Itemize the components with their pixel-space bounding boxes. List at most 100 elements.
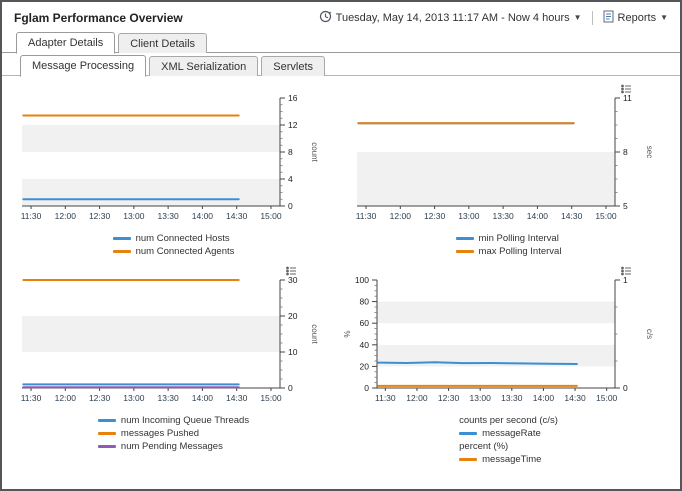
- chart-message-rate-time: 0 1 c/s 0 20 40 60 80 100% 11:30 12:00 12:30 13:00 13…: [343, 266, 674, 466]
- svg-text:12:30: 12:30: [424, 211, 446, 221]
- tab-client-details[interactable]: Client Details: [118, 33, 208, 53]
- svg-text:13:30: 13:30: [157, 211, 179, 221]
- tab-message-processing[interactable]: Message Processing: [20, 55, 147, 77]
- svg-text:13:30: 13:30: [501, 393, 523, 403]
- legend-item: messageTime: [459, 453, 558, 466]
- chart-legend: num Connected Hosts num Connected Agents: [8, 232, 339, 258]
- svg-text:0: 0: [364, 383, 369, 393]
- svg-text:13:30: 13:30: [157, 393, 179, 403]
- svg-text:11: 11: [623, 93, 632, 103]
- clock-icon: [319, 10, 332, 26]
- svg-text:11:30: 11:30: [356, 211, 377, 221]
- chart-options-icon[interactable]: [286, 263, 297, 281]
- header: Fglam Performance Overview Tuesday, May …: [2, 2, 680, 30]
- chart-options-icon[interactable]: [621, 263, 632, 281]
- svg-text:14:30: 14:30: [226, 393, 248, 403]
- time-range-label: Tuesday, May 14, 2013 11:17 AM - Now 4 h…: [335, 12, 570, 24]
- svg-text:13:00: 13:00: [470, 393, 492, 403]
- legend-axis-label: percent (%): [459, 441, 509, 452]
- chevron-down-icon: ▼: [660, 13, 668, 22]
- svg-text:count: count: [310, 324, 319, 344]
- chart-polling-interval: 5 8 11 sec 11:30 12:00 12:30 13:00 13:30 14:00 14:…: [343, 84, 674, 258]
- chart-plot: 0 10 20 30 count 11:30 12:00 12:30 13:00 13:30 14:…: [21, 275, 319, 403]
- svg-text:c/s: c/s: [645, 329, 654, 339]
- svg-text:20: 20: [288, 311, 298, 321]
- svg-text:60: 60: [360, 318, 370, 328]
- tab-xml-serialization[interactable]: XML Serialization: [149, 56, 259, 76]
- svg-text:40: 40: [360, 340, 370, 350]
- chart-options-icon[interactable]: [621, 81, 632, 99]
- svg-text:15:00: 15:00: [260, 211, 282, 221]
- svg-text:12:00: 12:00: [55, 211, 77, 221]
- legend-item: max Polling Interval: [455, 245, 561, 258]
- legend-item: messages Pushed: [97, 427, 249, 440]
- svg-text:%: %: [343, 330, 352, 337]
- svg-text:10: 10: [288, 347, 298, 357]
- svg-text:30: 30: [288, 275, 298, 285]
- svg-text:11:30: 11:30: [21, 211, 42, 221]
- svg-text:100: 100: [355, 275, 369, 285]
- charts-grid: 0 4 8 12 16 count 11:30 12:00 12:30 13:00 13:30 14:…: [2, 76, 680, 466]
- legend-swatch: [97, 419, 116, 422]
- header-controls: Tuesday, May 14, 2013 11:17 AM - Now 4 h…: [317, 9, 670, 27]
- svg-text:12:00: 12:00: [406, 393, 428, 403]
- chart-plot: 0 4 8 12 16 count 11:30 12:00 12:30 13:00 13:30 14:…: [21, 93, 319, 221]
- svg-text:0: 0: [288, 201, 293, 211]
- legend-swatch: [455, 250, 474, 253]
- chevron-down-icon: ▼: [573, 13, 582, 22]
- svg-text:12:00: 12:00: [55, 393, 77, 403]
- time-range-control[interactable]: Tuesday, May 14, 2013 11:17 AM - Now 4 h…: [317, 9, 584, 27]
- legend-swatch: [97, 432, 116, 435]
- svg-text:8: 8: [288, 147, 293, 157]
- legend-item: num Incoming Queue Threads: [97, 414, 249, 427]
- svg-text:4: 4: [288, 174, 293, 184]
- tab-adapter-details[interactable]: Adapter Details: [16, 32, 116, 54]
- svg-text:14:00: 14:00: [192, 211, 214, 221]
- legend-item: min Polling Interval: [455, 232, 562, 245]
- svg-text:13:00: 13:00: [123, 211, 145, 221]
- svg-text:14:30: 14:30: [561, 211, 583, 221]
- page-title: Fglam Performance Overview: [14, 11, 183, 25]
- svg-text:5: 5: [623, 201, 628, 211]
- chart-connected-hosts-agents: 0 4 8 12 16 count 11:30 12:00 12:30 13:00 13:30 14:…: [8, 84, 339, 258]
- chart-plot: 5 8 11 sec 11:30 12:00 12:30 13:00 13:30 14:00 14:…: [356, 93, 654, 221]
- svg-text:12:30: 12:30: [438, 393, 460, 403]
- legend-swatch: [455, 237, 474, 240]
- svg-text:8: 8: [623, 147, 628, 157]
- svg-text:16: 16: [288, 93, 298, 103]
- svg-text:sec: sec: [645, 146, 654, 158]
- legend-swatch: [112, 237, 131, 240]
- svg-text:15:00: 15:00: [260, 393, 282, 403]
- chart-legend: min Polling Interval max Polling Interval: [343, 232, 674, 258]
- svg-text:14:00: 14:00: [192, 393, 214, 403]
- secondary-tab-bar: Message Processing XML Serialization Ser…: [2, 55, 680, 77]
- legend-item: num Connected Agents: [112, 245, 234, 258]
- legend-axis-label: counts per second (c/s): [459, 415, 558, 426]
- tab-servlets[interactable]: Servlets: [261, 56, 326, 76]
- svg-text:11:30: 11:30: [375, 393, 396, 403]
- svg-text:15:00: 15:00: [595, 211, 617, 221]
- legend-swatch: [97, 445, 116, 448]
- svg-text:0: 0: [623, 383, 628, 393]
- svg-text:20: 20: [360, 361, 370, 371]
- chart-message-queue: 0 10 20 30 count 11:30 12:00 12:30 13:00 13:30 14:…: [8, 266, 339, 466]
- svg-text:0: 0: [288, 383, 293, 393]
- svg-text:14:00: 14:00: [533, 393, 555, 403]
- svg-text:count: count: [310, 142, 319, 162]
- svg-text:13:00: 13:00: [123, 393, 145, 403]
- legend-swatch: [112, 250, 131, 253]
- svg-text:14:30: 14:30: [564, 393, 586, 403]
- chart-plot: 0 1 c/s 0 20 40 60 80 100% 11:30 12:00 12:30 13:00 13…: [343, 275, 654, 403]
- reports-button[interactable]: Reports ▼: [601, 9, 670, 27]
- svg-text:80: 80: [360, 297, 370, 307]
- svg-text:12: 12: [288, 120, 298, 130]
- svg-text:14:30: 14:30: [226, 211, 248, 221]
- legend-item: num Connected Hosts: [112, 232, 235, 245]
- legend-item: messageRate: [459, 427, 558, 440]
- legend-item: num Pending Messages: [97, 440, 249, 453]
- legend-swatch: [459, 432, 478, 435]
- svg-text:15:00: 15:00: [596, 393, 618, 403]
- svg-text:12:00: 12:00: [390, 211, 412, 221]
- svg-text:11:30: 11:30: [21, 393, 42, 403]
